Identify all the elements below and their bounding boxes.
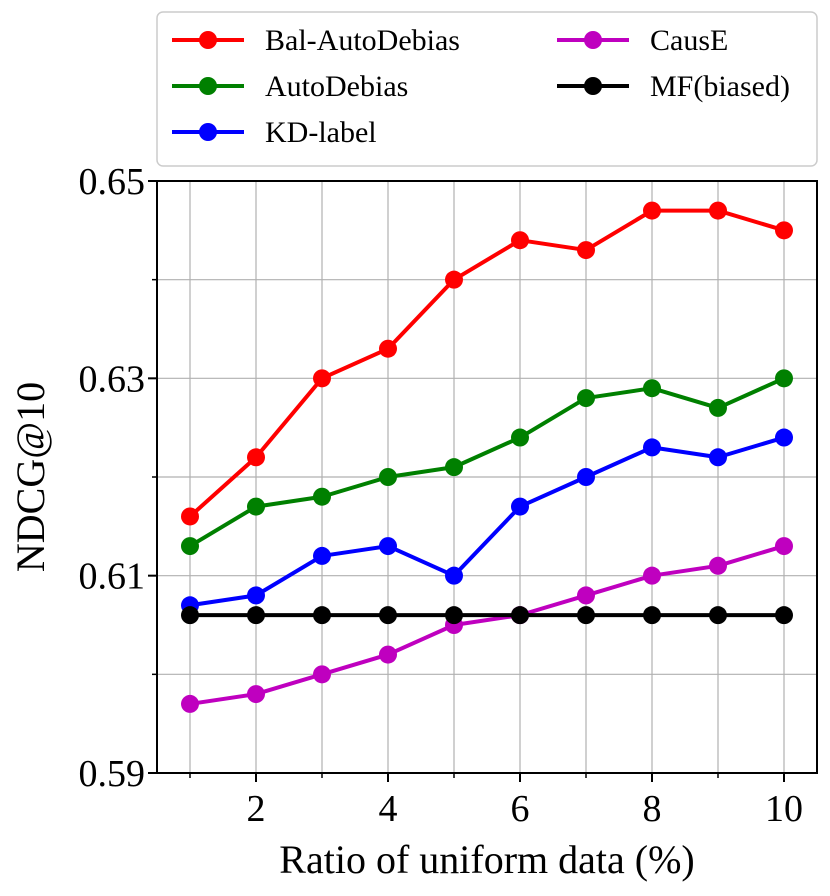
x-tick-label: 2	[247, 788, 266, 830]
bal-autodebias-point	[643, 201, 661, 220]
kd-label-point	[775, 428, 793, 447]
kd-label-point	[313, 546, 331, 565]
bal-autodebias-point	[247, 448, 265, 467]
cause-point	[181, 694, 199, 713]
mf-biased-point	[643, 606, 661, 625]
legend-label: MF(biased)	[650, 70, 790, 103]
x-tick-label: 4	[379, 788, 398, 830]
series-kd-label	[181, 428, 793, 615]
cause-point	[709, 556, 727, 575]
legend-item-mf-biased: MF(biased)	[557, 70, 790, 103]
x-tick-label: 8	[643, 788, 662, 830]
mf-biased-point	[709, 606, 727, 625]
autodebias-point	[379, 468, 397, 486]
autodebias-point	[577, 389, 595, 408]
kd-label-point	[445, 566, 463, 585]
x-tick-label: 10	[765, 788, 803, 830]
bal-autodebias-point	[379, 339, 397, 358]
y-tick-label: 0.63	[79, 358, 146, 400]
legend-frame	[156, 11, 818, 167]
cause-point	[313, 665, 331, 684]
axis-ticks	[148, 180, 785, 782]
legend: Bal-AutoDebias AutoDebias KD-label CausE MF(…	[156, 11, 818, 167]
grid	[157, 180, 817, 774]
cause-point	[775, 537, 793, 556]
autodebias-point	[511, 428, 529, 447]
series-mf-biased	[181, 606, 793, 625]
mf-biased-point	[247, 606, 265, 625]
y-axis-label: NDCG@10	[8, 382, 53, 572]
bal-autodebias-point	[709, 201, 727, 220]
legend-marker	[584, 77, 602, 95]
autodebias-point	[181, 537, 199, 556]
autodebias-point	[709, 398, 727, 417]
bal-autodebias-point	[511, 231, 529, 250]
mf-biased-point	[445, 606, 463, 625]
autodebias-point	[643, 379, 661, 398]
bal-autodebias-point	[313, 369, 331, 388]
mf-biased-point	[577, 606, 595, 625]
kd-label-point	[577, 468, 595, 486]
cause-point	[643, 566, 661, 585]
autodebias-point	[313, 487, 331, 506]
autodebias-point	[247, 497, 265, 516]
mf-biased-point	[775, 606, 793, 625]
mf-biased-point	[379, 606, 397, 625]
cause-point	[379, 645, 397, 664]
y-tick-label: 0.65	[79, 161, 146, 203]
kd-label-line	[189, 435, 785, 608]
y-tick-label: 0.61	[79, 556, 146, 598]
series-lines	[181, 201, 793, 713]
legend-label: AutoDebias	[265, 70, 408, 103]
legend-item-autodebias: AutoDebias	[172, 70, 408, 103]
legend-marker	[199, 31, 217, 49]
mf-biased-point	[511, 606, 529, 625]
bal-autodebias-line	[188, 208, 785, 518]
cause-line	[189, 544, 785, 706]
autodebias-point	[775, 369, 793, 388]
legend-marker	[199, 123, 217, 141]
bal-autodebias-point	[775, 221, 793, 240]
series-autodebias	[181, 369, 793, 556]
legend-marker	[584, 31, 602, 49]
mf-biased-point	[181, 606, 199, 625]
legend-item-kd-label: KD-label	[172, 116, 377, 149]
bal-autodebias-point	[181, 507, 199, 526]
axis-tick-labels: 2 4 6 8 10 0.59 0.61 0.63 0.65	[79, 161, 804, 830]
cause-point	[577, 586, 595, 605]
legend-label: KD-label	[265, 116, 377, 149]
legend-label: Bal-AutoDebias	[265, 24, 460, 57]
kd-label-point	[511, 497, 529, 516]
x-axis-label: Ratio of uniform data (%)	[279, 837, 694, 882]
autodebias-line	[188, 376, 785, 548]
y-tick-label: 0.59	[79, 753, 146, 795]
bal-autodebias-point	[577, 241, 595, 260]
series-cause	[181, 537, 793, 713]
legend-label: CausE	[650, 24, 728, 57]
legend-marker	[199, 77, 217, 95]
x-tick-label: 6	[511, 788, 530, 830]
kd-label-point	[709, 448, 727, 467]
autodebias-point	[445, 458, 463, 477]
bal-autodebias-point	[445, 270, 463, 289]
series-bal-autodebias	[181, 201, 793, 526]
legend-item-cause: CausE	[557, 24, 728, 57]
legend-item-bal-autodebias: Bal-AutoDebias	[172, 24, 460, 57]
kd-label-point	[643, 438, 661, 457]
cause-point	[247, 685, 265, 704]
mf-biased-point	[313, 606, 331, 625]
kd-label-point	[247, 586, 265, 605]
kd-label-point	[379, 537, 397, 556]
